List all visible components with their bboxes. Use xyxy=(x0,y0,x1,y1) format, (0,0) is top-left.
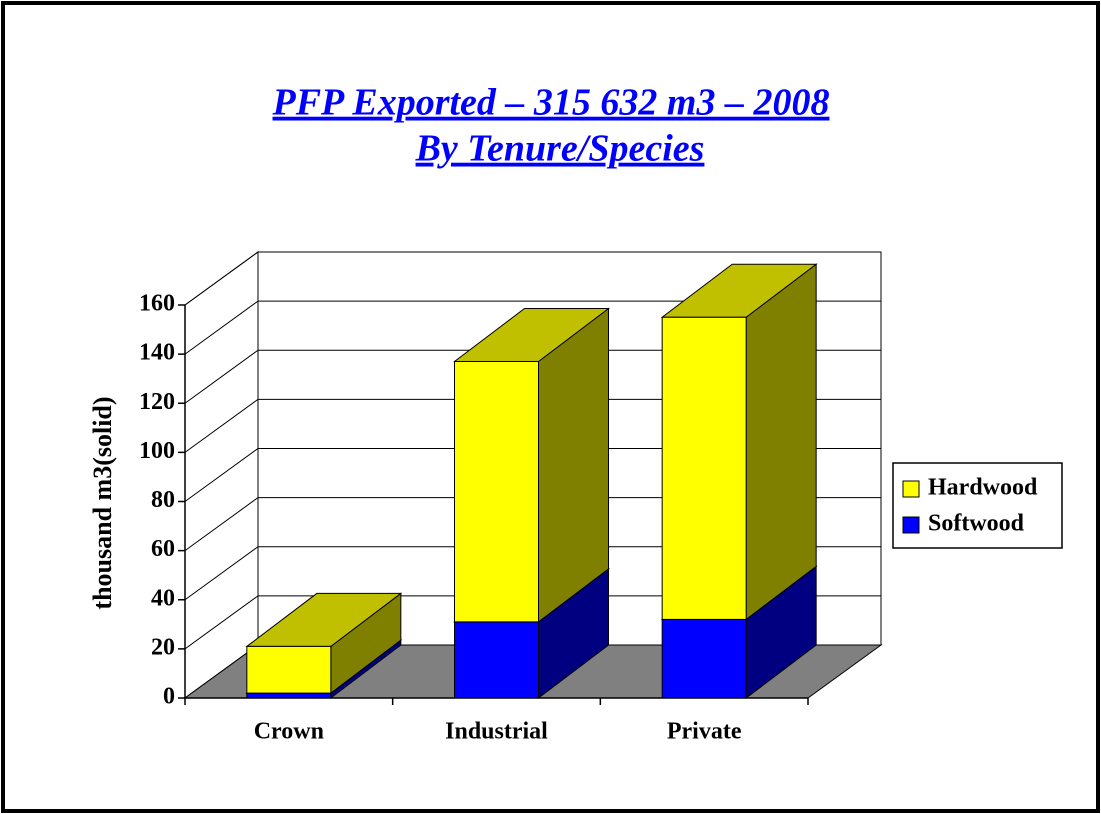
bar xyxy=(454,621,539,699)
x-tick-label: Private xyxy=(667,719,742,745)
y-tick-label: 120 xyxy=(139,389,175,415)
legend-box xyxy=(892,462,1063,549)
chart-subtitle: By Tenure/Species xyxy=(415,128,705,170)
legend-label: Hardwood xyxy=(928,475,1038,501)
y-tick-label: 80 xyxy=(151,487,175,513)
bar xyxy=(454,360,539,623)
x-tick-label: Crown xyxy=(254,719,324,745)
y-tick-label: 60 xyxy=(151,536,175,562)
bar xyxy=(246,645,332,694)
y-tick-label: 140 xyxy=(139,340,175,366)
bar xyxy=(661,618,747,699)
bar-side xyxy=(538,307,609,623)
y-tick-label: 20 xyxy=(151,634,175,660)
y-tick-label: 100 xyxy=(139,438,175,464)
legend-label: Softwood xyxy=(928,511,1025,537)
x-tick-label: Industrial xyxy=(445,719,548,745)
y-tick-label: 40 xyxy=(151,585,175,611)
bar-side xyxy=(745,263,817,621)
grid-line xyxy=(184,251,881,306)
legend-swatch xyxy=(902,480,920,498)
y-tick-label: 0 xyxy=(163,684,175,710)
grid-line xyxy=(184,300,881,355)
bar xyxy=(246,692,332,699)
chart-title: PFP Exported – 315 632 m3 – 2008 xyxy=(272,82,830,124)
y-tick-label: 160 xyxy=(139,291,175,317)
legend-swatch xyxy=(902,516,920,534)
y-axis-label: thousand m3(solid) xyxy=(88,396,117,609)
bar xyxy=(661,316,747,620)
